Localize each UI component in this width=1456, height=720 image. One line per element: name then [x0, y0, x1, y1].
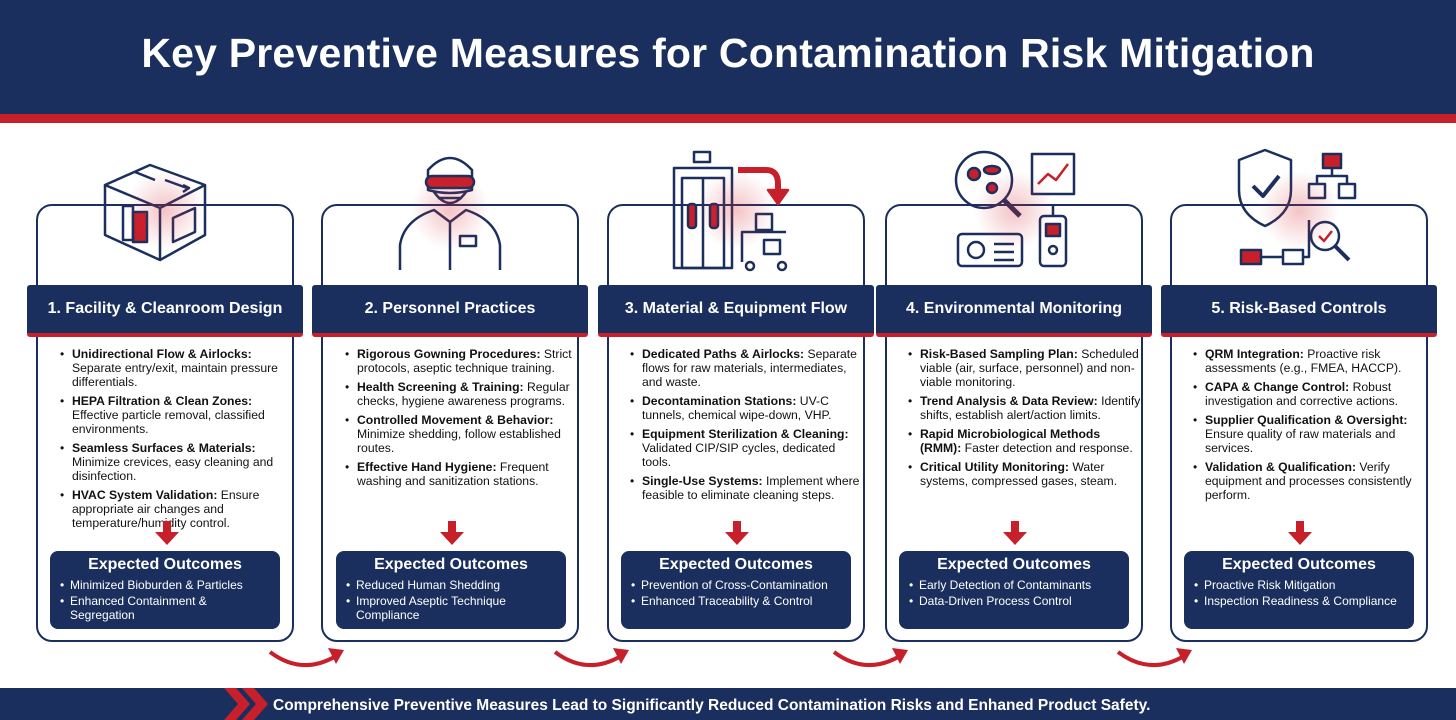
list-item: Rapid Microbiological Methods (RMM): Fas… [906, 427, 1142, 455]
measure-list: QRM Integration: Proactive risk assessme… [1191, 347, 1427, 507]
header-accent-stripe [0, 114, 1456, 123]
curved-arrow-icon [553, 648, 629, 668]
list-item: Effective Hand Hygiene: Frequent washing… [343, 460, 579, 488]
column-heading: 5. Risk-Based Controls [1161, 285, 1437, 337]
curved-arrow-icon [832, 648, 908, 668]
chevron-right-icon [224, 688, 250, 720]
list-item: HVAC System Validation: Ensure appropria… [58, 488, 294, 530]
outcomes-title: Expected Outcomes [659, 556, 813, 573]
shield-flowchart-icon [1229, 140, 1369, 280]
list-item: Seamless Surfaces & Materials: Minimize … [58, 441, 294, 483]
list-item: QRM Integration: Proactive risk assessme… [1191, 347, 1427, 375]
environmental-monitoring-icon [944, 140, 1084, 280]
curved-arrow-icon [1116, 648, 1192, 668]
column-heading: 1. Facility & Cleanroom Design [27, 285, 303, 337]
list-item: Equipment Sterilization & Cleaning: Vali… [628, 427, 864, 469]
list-item: Rigorous Gowning Procedures: Strict prot… [343, 347, 579, 375]
measure-list: Unidirectional Flow & Airlocks: Separate… [58, 347, 294, 535]
outcome-item: Inspection Readiness & Compliance [1194, 594, 1404, 608]
down-arrow-icon [1003, 521, 1027, 545]
down-arrow-icon [1288, 521, 1312, 545]
list-item: Risk-Based Sampling Plan: Scheduled viab… [906, 347, 1142, 389]
list-item: Controlled Movement & Behavior: Minimize… [343, 413, 579, 455]
outcome-item: Reduced Human Shedding [346, 578, 556, 592]
list-item: CAPA & Change Control: Robust investigat… [1191, 380, 1427, 408]
expected-outcomes-box: Expected Outcomes Minimized Bioburden & … [50, 551, 280, 629]
outcome-item: Enhanced Traceability & Control [631, 594, 841, 608]
outcome-item: Data-Driven Process Control [909, 594, 1119, 608]
list-item: Critical Utility Monitoring: Water syste… [906, 460, 1142, 488]
gowned-person-icon [380, 140, 520, 280]
outcome-item: Improved Aseptic Technique Compliance [346, 594, 556, 622]
column-heading: 3. Material & Equipment Flow [598, 285, 874, 337]
expected-outcomes-box: Expected Outcomes Proactive Risk Mitigat… [1184, 551, 1414, 629]
list-item: Dedicated Paths & Airlocks: Separate flo… [628, 347, 864, 389]
header-bar [0, 0, 1456, 114]
chevron-right-icon [242, 688, 268, 720]
down-arrow-icon [725, 521, 749, 545]
footer-summary: Comprehensive Preventive Measures Lead t… [273, 697, 1151, 714]
list-item: Trend Analysis & Data Review: Identify s… [906, 394, 1142, 422]
material-passthrough-icon [666, 140, 806, 280]
expected-outcomes-box: Expected Outcomes Prevention of Cross-Co… [621, 551, 851, 629]
outcome-item: Proactive Risk Mitigation [1194, 578, 1404, 592]
measure-list: Risk-Based Sampling Plan: Scheduled viab… [906, 347, 1142, 493]
outcomes-title: Expected Outcomes [1222, 556, 1376, 573]
list-item: Single-Use Systems: Implement where feas… [628, 474, 864, 502]
expected-outcomes-box: Expected Outcomes Early Detection of Con… [899, 551, 1129, 629]
column-heading: 4. Environmental Monitoring [876, 285, 1152, 337]
list-item: Health Screening & Training: Regular che… [343, 380, 579, 408]
down-arrow-icon [440, 521, 464, 545]
outcome-item: Enhanced Containment & Segregation [60, 594, 270, 622]
cleanroom-building-icon [95, 140, 235, 280]
measure-list: Dedicated Paths & Airlocks: Separate flo… [628, 347, 864, 507]
expected-outcomes-box: Expected Outcomes Reduced Human Shedding… [336, 551, 566, 629]
outcome-item: Early Detection of Contaminants [909, 578, 1119, 592]
outcome-item: Minimized Bioburden & Particles [60, 578, 270, 592]
outcome-item: Prevention of Cross-Contamination [631, 578, 841, 592]
list-item: HEPA Filtration & Clean Zones: Effective… [58, 394, 294, 436]
outcomes-title: Expected Outcomes [374, 556, 528, 573]
down-arrow-icon [155, 521, 179, 545]
list-item: Unidirectional Flow & Airlocks: Separate… [58, 347, 294, 389]
column-heading: 2. Personnel Practices [312, 285, 588, 337]
outcomes-title: Expected Outcomes [88, 556, 242, 573]
measure-list: Rigorous Gowning Procedures: Strict prot… [343, 347, 579, 493]
list-item: Decontamination Stations: UV-C tunnels, … [628, 394, 864, 422]
outcomes-title: Expected Outcomes [937, 556, 1091, 573]
page-title: Key Preventive Measures for Contaminatio… [141, 30, 1315, 76]
curved-arrow-icon [268, 648, 344, 668]
list-item: Validation & Qualification: Verify equip… [1191, 460, 1427, 502]
list-item: Supplier Qualification & Oversight: Ensu… [1191, 413, 1427, 455]
